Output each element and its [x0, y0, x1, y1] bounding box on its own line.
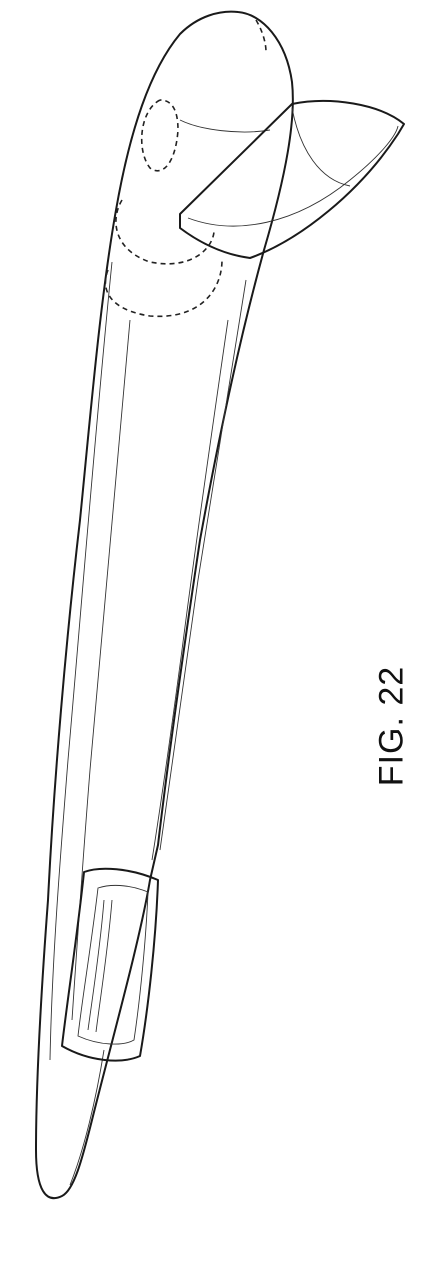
lower-clip-shade [88, 900, 104, 1030]
hidden-cavity-lower [105, 260, 222, 316]
body-contour-line-1 [50, 262, 112, 1060]
blade-tab-ridge [292, 108, 350, 186]
body-contour-line-3 [160, 280, 246, 850]
lower-clip-shade-2 [96, 900, 112, 1032]
lower-clip [62, 869, 158, 1061]
lower-clip-inner [78, 885, 148, 1044]
hidden-cavity-middle [116, 200, 214, 264]
body-contour-line-2 [72, 320, 130, 1020]
figure-label-text: FIG. 22 [373, 666, 412, 786]
nose-contour-line [180, 120, 270, 132]
hidden-cavity-upper [142, 100, 178, 171]
figure-label: FIG. 22 [372, 656, 412, 796]
body-contour-line-4 [152, 320, 228, 860]
handle-body-outline [36, 12, 293, 1199]
tip-contour-line [70, 1050, 104, 1185]
